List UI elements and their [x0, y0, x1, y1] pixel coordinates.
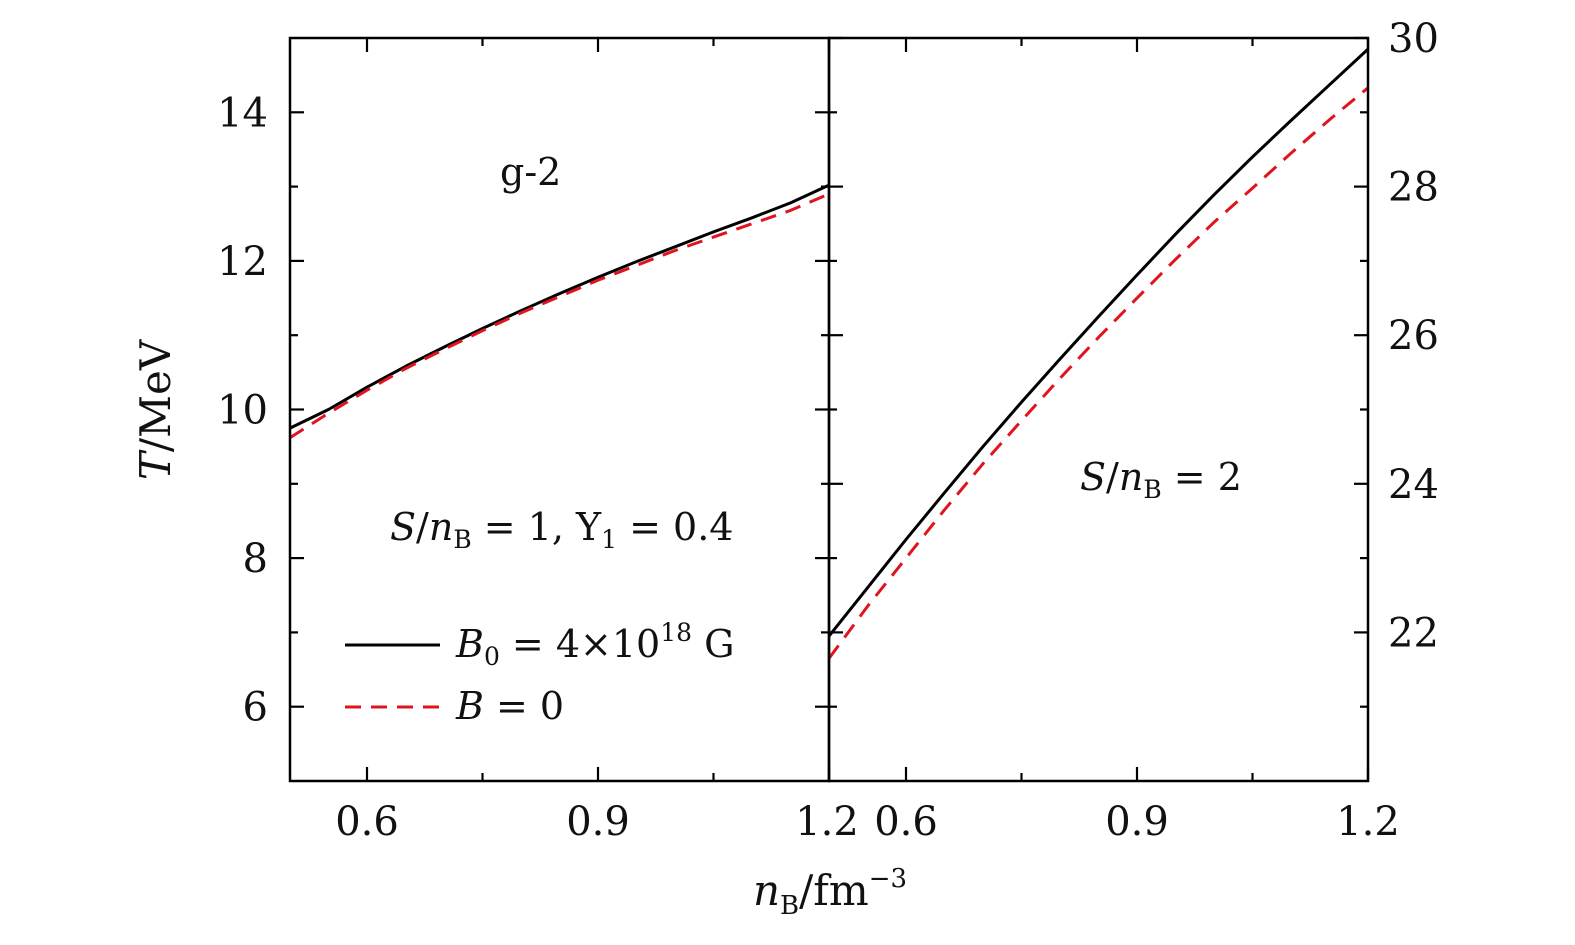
left-y-tick-label: 12	[217, 239, 268, 285]
annotation-left-params: S/nB = 1, Y1 = 0.4	[390, 505, 733, 554]
right-y-tick-label: 24	[1388, 462, 1439, 508]
annotation-g2: g-2	[500, 150, 561, 194]
right-panel-frame	[827, 36, 1370, 783]
left-y-tick-label: 8	[243, 536, 268, 582]
left-x-tick-label: 0.6	[335, 799, 399, 845]
x-axis-title: nB/fm−3	[753, 864, 907, 921]
left-y-tick-label: 10	[217, 388, 268, 434]
annotation-right-params: S/nB = 2	[1080, 455, 1242, 504]
left-y-tick-label: 6	[243, 685, 268, 731]
left-x-tick-label: 0.9	[566, 799, 630, 845]
y-axis-title: T/MeV	[131, 339, 180, 480]
left-series-b0-line	[289, 183, 830, 430]
right-y-tick-label: 30	[1388, 16, 1439, 62]
tick-labels-layer: 0.6 0.9 1.2 6 8 10 12 14 0.6 0.9 1.2 22 24 26 28 30	[217, 16, 1439, 845]
right-x-tick-label: 0.9	[1105, 799, 1169, 845]
right-y-tick-label: 22	[1388, 610, 1439, 656]
left-y-tick-label: 14	[217, 90, 268, 136]
left-series-b-zero-line	[289, 192, 830, 439]
right-y-tick-label: 26	[1388, 313, 1439, 359]
left-x-tick-label: 1.2	[795, 799, 859, 845]
legend-label-b-zero: B = 0	[455, 684, 564, 728]
right-y-tick-label: 28	[1388, 165, 1439, 211]
right-x-tick-label: 0.6	[874, 799, 938, 845]
series-layer	[289, 48, 1370, 660]
legend: B0 = 4×1018 G B = 0	[345, 618, 734, 728]
right-series-b0-line	[827, 48, 1370, 638]
legend-label-b0: B0 = 4×1018 G	[455, 618, 734, 671]
right-x-tick-label: 1.2	[1336, 799, 1400, 845]
right-series-b-zero-line	[827, 86, 1369, 660]
